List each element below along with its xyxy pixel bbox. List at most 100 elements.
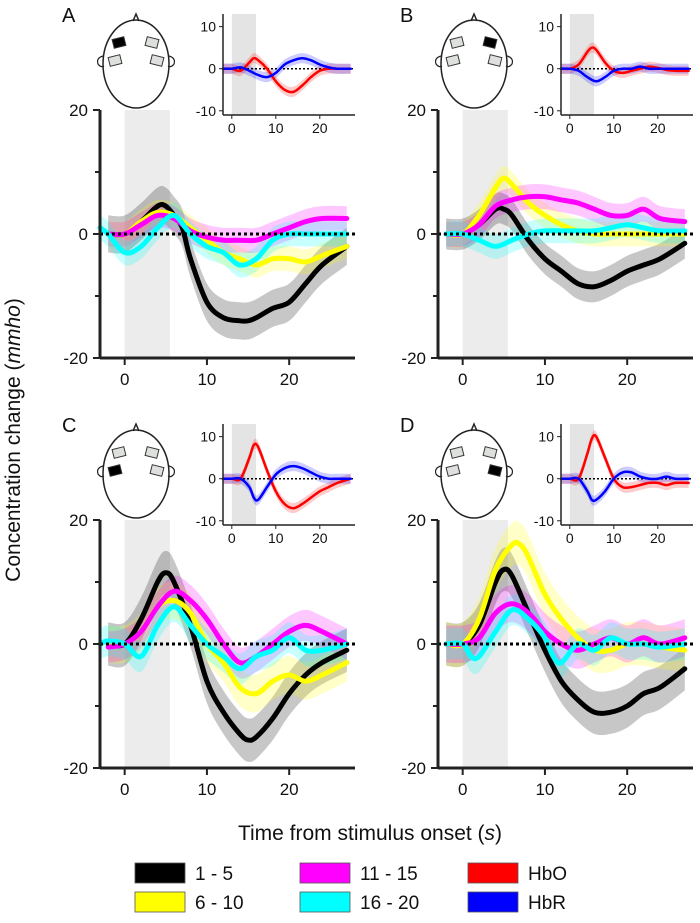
- legend-label: 1 - 5: [195, 864, 233, 885]
- legend-swatch: [134, 891, 186, 913]
- x-tick-label: 10: [535, 780, 554, 799]
- active-channel: [111, 36, 127, 49]
- inset-stimulus-window: [569, 14, 594, 115]
- y-tick-label: 20: [69, 101, 88, 120]
- legend-item: HbO: [467, 862, 567, 885]
- y-tick-label: 20: [407, 101, 426, 120]
- series-line-16-20: [97, 604, 350, 672]
- inset-line-HbO: [559, 433, 690, 490]
- inset-x-tick-label: 0: [228, 120, 236, 136]
- series-line-11-15: [443, 601, 688, 653]
- inset-x-tick-label: 0: [228, 530, 236, 546]
- inset-band-HbR: [223, 53, 351, 83]
- left-ear: [434, 465, 443, 478]
- channel: [487, 54, 503, 67]
- right-ear: [505, 55, 514, 68]
- panel-letter: B: [400, 5, 413, 27]
- inset-line-HbR: [221, 56, 352, 79]
- x-tick-label: 20: [280, 370, 299, 389]
- inset-y-tick-label: 10: [538, 19, 554, 35]
- inset-y-tick-label: 10: [200, 429, 216, 445]
- channel: [482, 446, 498, 459]
- inset-x-tick-label: 20: [650, 530, 666, 546]
- x-axis-label: Time from stimulus onset (s): [238, 822, 502, 845]
- inset-band-HbR: [561, 466, 689, 506]
- inset-y-tick-label: -10: [534, 513, 554, 529]
- active-channel: [482, 36, 498, 49]
- panel-a: A 20 0 -20 0 10 20 10 0 -10 0 10 20: [62, 5, 355, 389]
- inset-line-HbR: [559, 65, 690, 83]
- legend-swatch: [134, 862, 186, 884]
- x-tick-label: 0: [120, 370, 129, 389]
- inset-band-HbO: [223, 438, 351, 514]
- band-6-10: [446, 520, 685, 674]
- inset-y-tick-label: 10: [538, 429, 554, 445]
- x-tick-label: 10: [535, 370, 554, 389]
- head-diagram: [96, 422, 176, 519]
- y-tick-label: 20: [69, 511, 88, 530]
- band-1-5: [446, 547, 685, 736]
- inset-x-tick-label: 20: [650, 120, 666, 136]
- channel: [449, 36, 465, 49]
- legend-swatch: [467, 891, 519, 913]
- channel: [149, 54, 165, 67]
- left-ear: [96, 55, 105, 68]
- series-line-1-5: [105, 202, 350, 324]
- channel: [445, 464, 461, 477]
- nose-marker: [470, 422, 478, 432]
- head-diagram: [96, 12, 176, 109]
- panel-b: B 20 0 -20 0 10 20 10 0 -10 0 10 20: [400, 5, 693, 389]
- series-line-11-15: [105, 588, 350, 666]
- inset-plot: 10 0 -10 0 10 20: [196, 424, 355, 546]
- panel-d: D 20 0 -20 0 10 20 10 0 -10 0 10 20: [400, 415, 693, 799]
- inset-plot: 10 0 -10 0 10 20: [534, 14, 693, 136]
- inset-x-tick-label: 10: [268, 120, 284, 136]
- channel: [149, 464, 165, 477]
- inset-band-HbR: [223, 461, 351, 506]
- inset-y-tick-label: 0: [208, 471, 216, 487]
- y-tick-label: -20: [63, 759, 88, 778]
- nose-marker: [132, 12, 140, 22]
- y-axis-label: Concentration change (mmho): [2, 298, 25, 582]
- panel-letter: C: [62, 415, 76, 437]
- inset-y-tick-label: 0: [546, 471, 554, 487]
- inset-x-tick-label: 20: [312, 120, 328, 136]
- legend-item: 16 - 20: [299, 891, 419, 914]
- x-tick-label: 20: [618, 780, 637, 799]
- series-line-16-20: [443, 222, 688, 249]
- x-tick-label: 20: [280, 780, 299, 799]
- inset-x-tick-label: 20: [312, 530, 328, 546]
- nose-marker: [132, 422, 140, 432]
- inset-plot: 10 0 -10 0 10 20: [196, 14, 355, 136]
- legend-label: HbR: [528, 893, 566, 914]
- right-ear: [505, 465, 514, 478]
- y-tick-label: 0: [417, 225, 426, 244]
- inset-y-tick-label: -10: [196, 513, 216, 529]
- series-line-1-5: [443, 566, 688, 716]
- legend-item: HbR: [467, 891, 566, 914]
- panel-letter: A: [62, 5, 76, 27]
- legend-item: 6 - 10: [134, 891, 244, 914]
- inset-x-tick-label: 10: [268, 530, 284, 546]
- inset-x-tick-label: 10: [606, 120, 622, 136]
- series-line-11-15: [443, 193, 688, 238]
- inset-stimulus-window: [231, 14, 256, 115]
- series-line-16-20: [97, 212, 350, 268]
- channel: [445, 54, 461, 67]
- inset-line-HbO: [221, 442, 352, 510]
- head-diagram: [434, 12, 514, 109]
- legend-label: 11 - 15: [360, 864, 418, 885]
- inset-line-HbR: [221, 464, 352, 502]
- y-tick-label: -20: [63, 349, 88, 368]
- inset-line-HbR: [559, 470, 690, 503]
- head-diagram: [434, 422, 514, 519]
- y-tick-label: -20: [401, 349, 426, 368]
- legend-swatch: [299, 891, 351, 913]
- y-tick-label: 0: [79, 635, 88, 654]
- channel: [111, 446, 127, 459]
- panel-c: C 20 0 -20 0 10 20 10 0 -10 0 10 20: [62, 415, 355, 799]
- series-line-6-10: [443, 175, 688, 238]
- inset-x-tick-label: 10: [606, 530, 622, 546]
- left-ear: [96, 465, 105, 478]
- legend: 1 - 5 6 - 10 11 - 15 16 - 20 HbO HbR: [134, 862, 567, 914]
